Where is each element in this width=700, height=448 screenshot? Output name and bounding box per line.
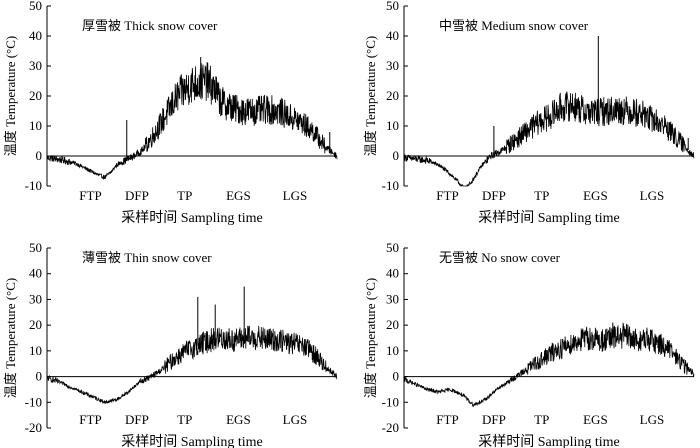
x-period-label-tp: TP — [177, 412, 192, 427]
x-period-label-lgs: LGS — [640, 188, 665, 203]
panel-title: 厚雪被 Thick snow cover — [82, 18, 218, 33]
panel-title: 薄雪被 Thin snow cover — [82, 250, 212, 265]
x-period-label-ftp: FTP — [79, 188, 101, 203]
y-tick-label: 0 — [393, 148, 400, 163]
x-axis-label: 采样时间 Sampling time — [121, 210, 263, 226]
x-period-label-ftp: FTP — [436, 188, 458, 203]
y-tick-label: 30 — [386, 291, 399, 306]
series-line — [46, 325, 338, 405]
x-period-label-ftp: FTP — [79, 412, 101, 427]
x-period-label-egs: EGS — [226, 412, 251, 427]
chart-panel-3: -20 -10 0 10 20 30 40 50 薄雪被 Thin snow cover 温度 T… — [3, 240, 338, 448]
y-tick-label: 30 — [29, 291, 42, 306]
y-tick-label: -10 — [25, 394, 42, 409]
y-tick-label: -10 — [25, 178, 42, 193]
x-period-label-lgs: LGS — [283, 412, 308, 427]
panel-title: 中雪被 Medium snow cover — [439, 18, 589, 33]
y-tick-label: 40 — [29, 28, 42, 43]
y-tick-label: -20 — [382, 420, 399, 435]
series-line — [403, 91, 695, 187]
x-period-label-egs: EGS — [226, 188, 251, 203]
y-axis-label: 温度 Temperature (°C) — [363, 36, 378, 157]
y-tick-label: 0 — [36, 369, 43, 384]
series-line — [403, 322, 695, 408]
y-tick-label: 0 — [36, 148, 43, 163]
y-tick-label: 20 — [386, 317, 399, 332]
x-axis-label: 采样时间 Sampling time — [478, 434, 620, 448]
chart-panel-4: -20 -10 0 10 20 30 40 50 无雪被 No snow cover 温度 Tem… — [363, 240, 695, 448]
y-tick-label: 20 — [29, 88, 42, 103]
y-tick-label: 10 — [29, 343, 42, 358]
y-tick-label: 40 — [29, 266, 42, 281]
x-axis-label: 采样时间 Sampling time — [121, 434, 263, 448]
chart-panel-1: -10 0 10 20 30 40 50 厚雪被 Thick snow cover 温度 Tem… — [3, 0, 338, 226]
y-axis-label: 温度 Temperature (°C) — [3, 278, 18, 399]
y-tick-label: 50 — [29, 0, 42, 13]
x-period-label-dfp: DFP — [482, 188, 506, 203]
y-tick-label: -10 — [382, 178, 399, 193]
x-period-label-ftp: FTP — [436, 412, 458, 427]
y-tick-label: 0 — [393, 369, 400, 384]
x-period-label-tp: TP — [534, 412, 549, 427]
x-period-label-egs: EGS — [583, 188, 608, 203]
y-tick-label: 10 — [386, 118, 399, 133]
y-axis-label: 温度 Temperature (°C) — [363, 278, 378, 399]
y-tick-label: 20 — [29, 317, 42, 332]
y-tick-label: 30 — [386, 58, 399, 73]
x-period-label-lgs: LGS — [640, 412, 665, 427]
series-line — [46, 61, 338, 180]
x-axis-label: 采样时间 Sampling time — [478, 210, 620, 226]
y-tick-label: 20 — [386, 88, 399, 103]
y-axis-label: 温度 Temperature (°C) — [3, 36, 18, 157]
y-tick-label: -20 — [25, 420, 42, 435]
y-tick-label: -10 — [382, 394, 399, 409]
x-period-label-egs: EGS — [583, 412, 608, 427]
x-period-label-tp: TP — [534, 188, 549, 203]
y-tick-label: 40 — [386, 266, 399, 281]
y-tick-label: 10 — [29, 118, 42, 133]
panel-title: 无雪被 No snow cover — [439, 250, 561, 265]
x-period-label-dfp: DFP — [482, 412, 506, 427]
chart-panel-2: -10 0 10 20 30 40 50 中雪被 Medium snow cover 温度 Te… — [363, 0, 695, 226]
y-tick-label: 50 — [29, 240, 42, 255]
x-period-label-dfp: DFP — [125, 188, 149, 203]
y-tick-label: 50 — [386, 0, 399, 13]
y-tick-label: 40 — [386, 28, 399, 43]
y-tick-label: 30 — [29, 58, 42, 73]
y-tick-label: 10 — [386, 343, 399, 358]
x-period-label-tp: TP — [177, 188, 192, 203]
x-period-label-lgs: LGS — [283, 188, 308, 203]
x-period-label-dfp: DFP — [125, 412, 149, 427]
y-tick-label: 50 — [386, 240, 399, 255]
